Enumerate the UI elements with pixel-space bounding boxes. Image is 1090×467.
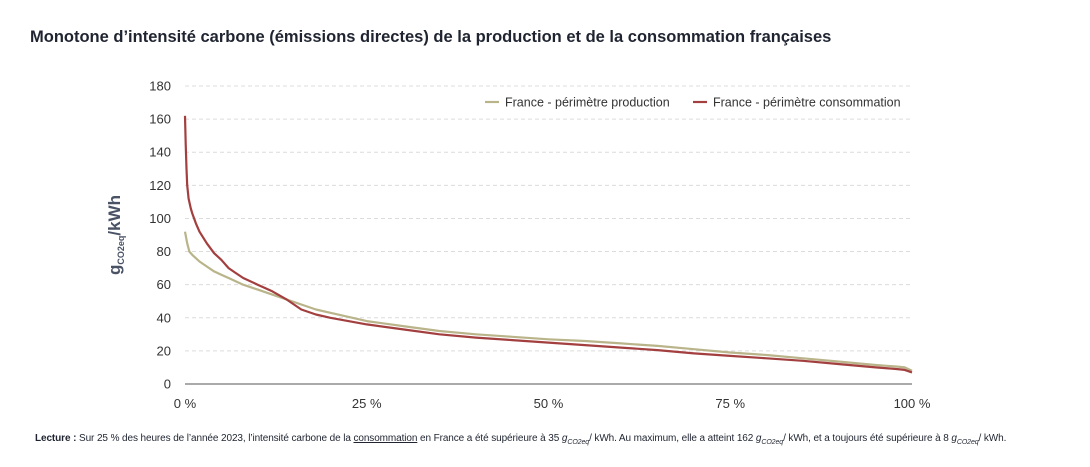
reading-note-text-3: / kWh. Au maximum, elle a atteint 162 bbox=[589, 433, 756, 444]
x-tick-label-0: 0 % bbox=[174, 396, 197, 411]
unit-sub-3: CO2eq bbox=[956, 439, 979, 446]
x-tick-label-75: 75 % bbox=[715, 396, 745, 411]
x-tick-label-50: 50 % bbox=[534, 396, 564, 411]
unit-g-1: g bbox=[561, 433, 568, 444]
x-tick-label-100: 100 % bbox=[894, 396, 931, 411]
y-tick-label-180: 180 bbox=[149, 79, 171, 94]
chart-title: Monotone d’intensité carbone (émissions … bbox=[30, 28, 832, 46]
y-axis-label-sub: CO2eq bbox=[116, 236, 126, 265]
y-tick-label-140: 140 bbox=[149, 145, 171, 160]
unit-g-3: g bbox=[951, 433, 957, 444]
legend-label-1: France - périmètre consommation bbox=[713, 96, 901, 110]
y-axis-label-g: g bbox=[105, 265, 124, 275]
reading-note-lead: Lecture : bbox=[35, 433, 77, 444]
y-axis-label-unit: /kWh bbox=[105, 195, 124, 236]
series-line-1 bbox=[183, 115, 913, 374]
reading-note-text-1: Sur 25 % des heures de l’année 2023, l’i… bbox=[76, 433, 354, 444]
unit-g-2: g bbox=[755, 433, 762, 444]
y-axis-label: gCO2eq/kWh bbox=[105, 195, 126, 275]
unit-sub-2: CO2eq bbox=[761, 439, 784, 446]
y-tick-label-60: 60 bbox=[157, 277, 171, 292]
y-tick-label-80: 80 bbox=[157, 244, 171, 259]
reading-note-text-5: / kWh. bbox=[978, 433, 1007, 444]
y-tick-label-100: 100 bbox=[149, 211, 171, 226]
y-tick-label-160: 160 bbox=[149, 112, 171, 127]
y-tick-label-120: 120 bbox=[149, 178, 171, 193]
reading-note-underlined: consommation bbox=[353, 433, 418, 444]
y-tick-label-40: 40 bbox=[157, 310, 171, 325]
x-tick-label-25: 25 % bbox=[352, 396, 382, 411]
reading-note-text-4: / kWh, et a toujours été supérieure à 8 bbox=[783, 433, 952, 444]
y-tick-label-0: 0 bbox=[164, 377, 171, 392]
series-line-0 bbox=[183, 231, 913, 372]
reading-note: Lecture : Sur 25 % des heures de l’année… bbox=[35, 433, 1006, 446]
unit-sub-1: CO2eq bbox=[567, 439, 590, 446]
legend-label-0: France - périmètre production bbox=[505, 96, 670, 110]
y-tick-label-20: 20 bbox=[157, 343, 171, 358]
reading-note-text-2: en France a été supérieure à 35 bbox=[417, 433, 562, 444]
